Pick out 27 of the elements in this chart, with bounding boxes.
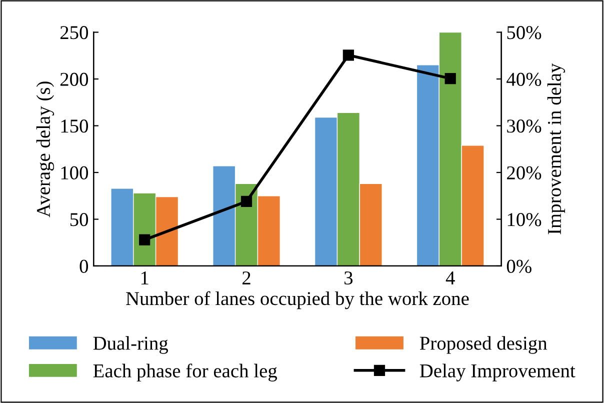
y2-tick-label: 30%: [507, 120, 542, 133]
legend-label: Dual-ring: [93, 336, 168, 354]
y-tick-label: 50: [70, 213, 88, 226]
legend-label: Proposed design: [420, 336, 548, 354]
y2-tick-label: 20%: [507, 166, 542, 180]
x-axis-title: Number of lanes occupied by the work zone: [126, 291, 469, 310]
point: [444, 72, 456, 84]
y2-tick-label: 0%: [506, 260, 532, 273]
y-tick-label: 0: [80, 260, 88, 273]
legend-label: Delay Improvement: [420, 364, 576, 382]
x-tick-label: 1: [141, 271, 148, 284]
x-tick-label: 2: [242, 271, 250, 284]
y-tick-label: 200: [60, 72, 88, 86]
point: [240, 196, 252, 208]
y-tick-label: 250: [60, 26, 88, 40]
point: [139, 234, 150, 246]
y2-tick-label: 50%: [507, 26, 542, 40]
x-tick-label: 4: [446, 272, 455, 284]
y2-axis-title: Improvement in delay: [547, 63, 566, 234]
legend-label: Each phase for each leg: [93, 364, 278, 382]
y-tick-label: 100: [61, 166, 88, 180]
y2-tick-label: 10%: [508, 213, 542, 226]
y-tick-label: 150: [61, 120, 88, 133]
point: [342, 50, 354, 61]
y-axis-title: Average delay (s): [36, 82, 54, 218]
x-tick-label: 3: [344, 271, 353, 285]
y2-tick-label: 40%: [506, 72, 542, 86]
